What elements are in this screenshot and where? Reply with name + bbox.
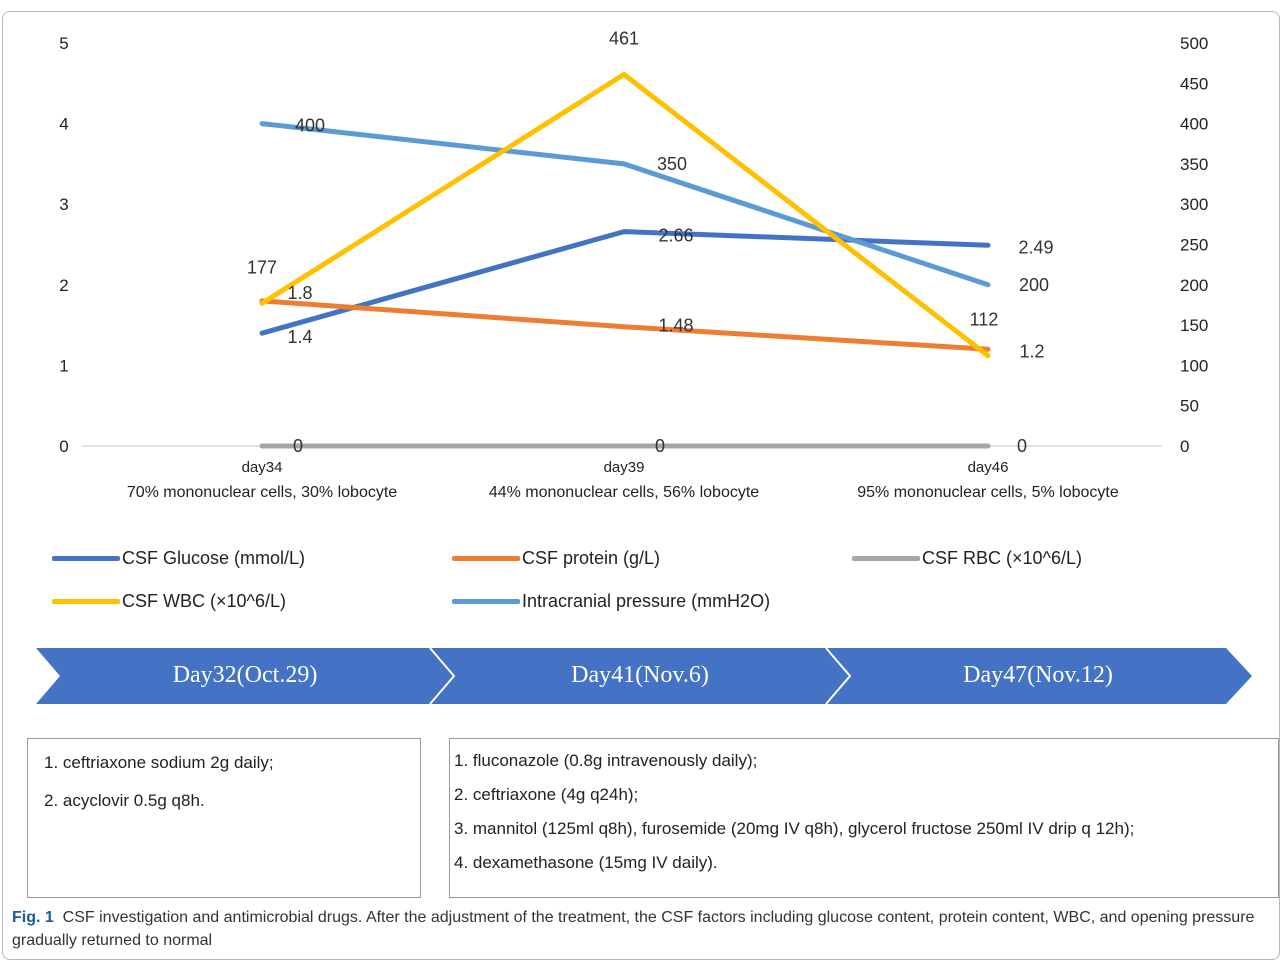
treatment-item: 1. ceftriaxone sodium 2g daily; [44,753,274,772]
series-line-4 [259,121,991,288]
y-right-tick-label: 250 [1180,236,1208,255]
legend-item-rbc: CSF RBC (×10^6/L) [852,546,1082,570]
figure-frame [2,11,1280,960]
y-left-tick-label: 0 [59,437,68,456]
y-left-tick-label: 1 [59,356,68,375]
y-left-tick-label: 3 [59,195,68,214]
y-right-tick-label: 0 [1180,437,1189,456]
data-label: 461 [609,28,639,48]
y-left-tick-label: 4 [59,115,68,134]
legend-item-wbc: CSF WBC (×10^6/L) [52,589,286,613]
series-line-3 [259,71,991,359]
y-right-tick-label: 300 [1180,195,1208,214]
treatment-item: 3. mannitol (125ml q8h), furosemide (20m… [454,819,1135,838]
data-label: 0 [655,436,665,456]
y-right-tick-label: 200 [1180,276,1208,295]
data-label: 200 [1019,275,1049,295]
timeline-segment-1 [36,648,454,704]
timeline-segment-2 [430,648,850,704]
y-right-tick-label: 350 [1180,155,1208,174]
figure-caption: Fig. 1 CSF investigation and antimicrobi… [12,906,1280,952]
timeline-segment-3 [826,648,1252,704]
x-tick-sublabel: 95% mononuclear cells, 5% lobocyte [857,484,1119,501]
data-label: 1.2 [1019,341,1044,361]
x-tick-label: day34 [242,459,283,476]
treatment-item: 2. ceftriaxone (4g q24h); [454,785,639,804]
line-chart: 012345050100150200250300350400450500day3… [59,28,1208,501]
data-label: 2.49 [1018,237,1053,257]
data-label: 350 [657,154,687,174]
caption-text: CSF investigation and antimicrobial drug… [12,909,1255,949]
y-right-tick-label: 450 [1180,74,1208,93]
timeline-label-3: Day47(Nov.12) [963,662,1113,688]
legend-item-glucose: CSF Glucose (mmol/L) [52,546,305,570]
series-line-1 [259,298,991,352]
legend-label: CSF Glucose (mmol/L) [122,547,306,568]
treatment-box-adjusted: 1. fluconazole (0.8g intravenously daily… [449,738,1279,898]
legend-label: CSF WBC (×10^6/L) [122,590,286,611]
timeline-banner [36,647,1252,705]
x-tick-sublabel: 70% mononuclear cells, 30% lobocyte [127,484,397,501]
legend-swatch [452,555,520,561]
data-label: 0 [1017,436,1027,456]
treatment-item: 1. fluconazole (0.8g intravenously daily… [454,751,758,770]
legend-label: Intracranial pressure (mmH2O) [522,590,771,611]
data-label: 0 [293,436,303,456]
data-label: 400 [295,116,325,136]
y-left-tick-label: 2 [59,276,68,295]
data-label: 1.4 [287,327,312,347]
legend-swatch [52,555,120,561]
legend-item-pressure: Intracranial pressure (mmH2O) [452,589,770,613]
timeline-label-1: Day32(Oct.29) [172,662,318,688]
legend-label: CSF protein (g/L) [522,547,661,568]
data-label: 1.48 [658,316,693,336]
legend-swatch [52,598,120,604]
y-right-tick-label: 500 [1180,34,1208,53]
legend-item-protein: CSF protein (g/L) [452,546,660,570]
series-line-0 [259,229,991,336]
data-label: 112 [970,310,999,330]
treatment-item: 2. acyclovir 0.5g q8h. [44,791,205,810]
timeline-divider [825,647,852,705]
treatment-box-initial: 1. ceftriaxone sodium 2g daily; 2. acycl… [27,738,421,898]
y-right-tick-label: 50 [1180,397,1199,416]
legend-swatch [452,598,520,604]
y-right-tick-label: 150 [1180,316,1208,335]
data-label: 1.8 [287,283,312,303]
x-tick-label: day46 [968,459,1009,476]
timeline-divider [429,647,456,705]
caption-label: Fig. 1 [12,909,54,926]
data-label: 177 [247,257,277,277]
timeline-label-2: Day41(Nov.6) [571,662,709,688]
legend-swatch [852,555,920,561]
treatment-item: 4. dexamethasone (15mg IV daily). [454,853,718,872]
y-left-tick-label: 5 [59,34,68,53]
y-right-tick-label: 100 [1180,356,1208,375]
x-tick-label: day39 [604,459,645,476]
legend-label: CSF RBC (×10^6/L) [922,547,1082,568]
x-tick-sublabel: 44% mononuclear cells, 56% lobocyte [489,484,759,501]
y-right-tick-label: 400 [1180,115,1208,134]
data-label: 2.66 [658,226,693,246]
